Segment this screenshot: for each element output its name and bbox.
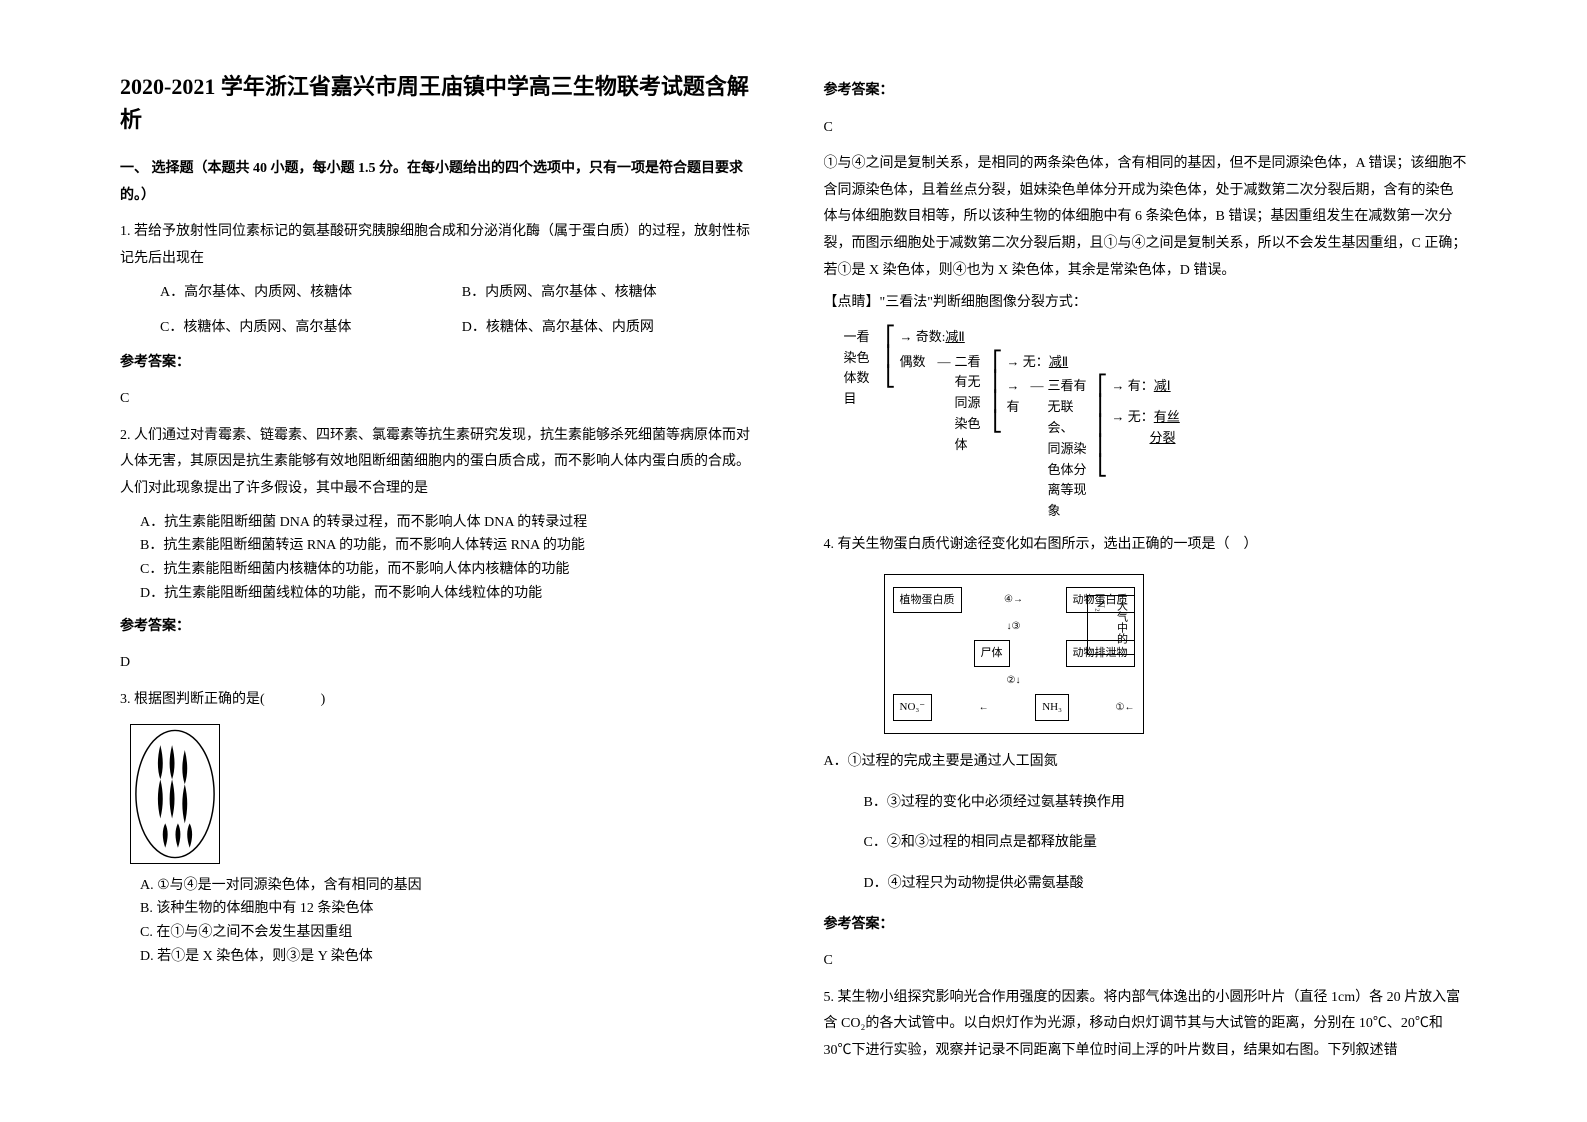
q1-optB: B．内质网、高尔基体 、核糖体 bbox=[462, 280, 764, 307]
q2-optA: A．抗生素能阻断细菌 DNA 的转录过程，而不影响人体 DNA 的转录过程 bbox=[140, 511, 764, 535]
q2-optC: C．抗生素能阻断细菌内核糖体的功能，而不影响人体内核糖体的功能 bbox=[140, 558, 764, 582]
tree-l3c: 同源染 bbox=[1048, 439, 1098, 460]
q3-answer-label: 参考答案： bbox=[824, 78, 1468, 105]
tree-hashom: 有 bbox=[1007, 399, 1020, 414]
q2-optB: B．抗生素能阻断细菌转运 RNA 的功能，而不影响人体转运 RNA 的功能 bbox=[140, 534, 764, 558]
q2-optD: D．抗生素能阻断细菌线粒体的功能，而不影响人体线粒体的功能 bbox=[140, 582, 764, 606]
q4-optA: A．①过程的完成主要是通过人工固氮 bbox=[824, 749, 1468, 776]
tree-l2b: 有无 bbox=[955, 372, 993, 393]
q3-optC: C. 在①与④之间不会发生基因重组 bbox=[140, 921, 764, 945]
tree-no3-ra: 有丝 bbox=[1154, 409, 1180, 424]
q1-answer-label: 参考答案： bbox=[120, 350, 764, 377]
q5-text: 5. 某生物小组探究影响光合作用强度的因素。将内部气体逸出的小圆形叶片（直径 1… bbox=[824, 985, 1468, 1065]
tree-yes3: 有： bbox=[1128, 378, 1154, 393]
tree-yes3-r: 减Ⅰ bbox=[1154, 378, 1171, 393]
tree-nohom: 无： bbox=[1023, 354, 1049, 369]
tree-l3b: 无联会、 bbox=[1048, 397, 1098, 439]
q3-tip-label: 【点睛】"三看法"判断细胞图像分裂方式： bbox=[824, 290, 1468, 317]
q2-answer-label: 参考答案： bbox=[120, 614, 764, 641]
q1-answer: C bbox=[120, 386, 764, 413]
tree-no3: 无： bbox=[1128, 409, 1154, 424]
q1-optD: D．核糖体、高尔基体、内质网 bbox=[462, 315, 764, 342]
pd-no3: NO₃⁻ bbox=[893, 694, 933, 721]
tree-l1d: 目 bbox=[844, 389, 886, 410]
tree-l2e: 体 bbox=[955, 435, 993, 456]
q4-protein-diagram: 植物蛋白质 ④→ 动物蛋白质 ↓③ xx 尸体 动物排泄物 ②↓ NO₃⁻ ← … bbox=[884, 574, 1144, 735]
q3-cell-diagram bbox=[130, 724, 220, 864]
q3-explanation: ①与④之间是复制关系，是相同的两条染色体，含有相同的基因，但不是同源染色体，A … bbox=[824, 151, 1468, 284]
section-header: 一、 选择题（本题共 40 小题，每小题 1.5 分。在每小题给出的四个选项中，… bbox=[120, 156, 764, 209]
pd-n2: 大气中的N₂ bbox=[1087, 595, 1135, 655]
q4-optB: B．③过程的变化中必须经过氨基转换作用 bbox=[864, 790, 1468, 817]
pd-body: 尸体 bbox=[974, 640, 1010, 667]
pd-plant: 植物蛋白质 bbox=[893, 587, 962, 614]
q1-text: 1. 若给予放射性同位素标记的氨基酸研究胰腺细胞合成和分泌消化酶（属于蛋白质）的… bbox=[120, 219, 764, 272]
q4-answer: C bbox=[824, 948, 1468, 975]
division-tree-diagram: 一看 染色 体数 目 ⎡⎢⎣ → 奇数:减Ⅱ 偶数 — 二看 有无 同源 染色 … bbox=[844, 327, 1468, 522]
q2-text: 2. 人们通过对青霉素、链霉素、四环素、氯霉素等抗生素研究发现，抗生素能够杀死细… bbox=[120, 423, 764, 503]
tree-even: 偶数 bbox=[900, 352, 938, 373]
tree-l1a: 一看 bbox=[844, 327, 886, 348]
q1-optA: A．高尔基体、内质网、核糖体 bbox=[160, 280, 462, 307]
q1-optC: C．核糖体、内质网、高尔基体 bbox=[160, 315, 462, 342]
q3-answer: C bbox=[824, 115, 1468, 142]
tree-l2c: 同源 bbox=[955, 393, 993, 414]
tree-l3f: 象 bbox=[1048, 501, 1098, 522]
tree-odd: 奇数: bbox=[916, 329, 946, 344]
q3-optD: D. 若①是 X 染色体，则③是 Y 染色体 bbox=[140, 945, 764, 969]
q4-answer-label: 参考答案： bbox=[824, 912, 1468, 939]
exam-title: 2020-2021 学年浙江省嘉兴市周王庙镇中学高三生物联考试题含解析 bbox=[120, 70, 764, 136]
q2-answer: D bbox=[120, 650, 764, 677]
tree-l3d: 色体分 bbox=[1048, 460, 1098, 481]
q4-optC: C．②和③过程的相同点是都释放能量 bbox=[864, 830, 1468, 857]
tree-l3a: 三看有 bbox=[1048, 376, 1098, 397]
q3-text: 3. 根据图判断正确的是( ) bbox=[120, 687, 764, 714]
tree-l1c: 体数 bbox=[844, 368, 886, 389]
tree-nohom-r: 减Ⅱ bbox=[1049, 354, 1068, 369]
tree-odd-r: 减Ⅱ bbox=[945, 329, 964, 344]
tree-l3e: 离等现 bbox=[1048, 480, 1098, 501]
tree-l2d: 染色 bbox=[955, 414, 993, 435]
q4-optD: D．④过程只为动物提供必需氨基酸 bbox=[864, 871, 1468, 898]
tree-no3-rb: 分裂 bbox=[1150, 430, 1176, 445]
tree-l2: 二看 bbox=[955, 352, 993, 373]
q3-optA: A. ①与④是一对同源染色体，含有相同的基因 bbox=[140, 874, 764, 898]
pd-nh3: NH₃ bbox=[1035, 694, 1069, 721]
tree-l1b: 染色 bbox=[844, 348, 886, 369]
q4-text: 4. 有关生物蛋白质代谢途径变化如右图所示，选出正确的一项是（ ） bbox=[824, 532, 1468, 559]
q3-optB: B. 该种生物的体细胞中有 12 条染色体 bbox=[140, 897, 764, 921]
